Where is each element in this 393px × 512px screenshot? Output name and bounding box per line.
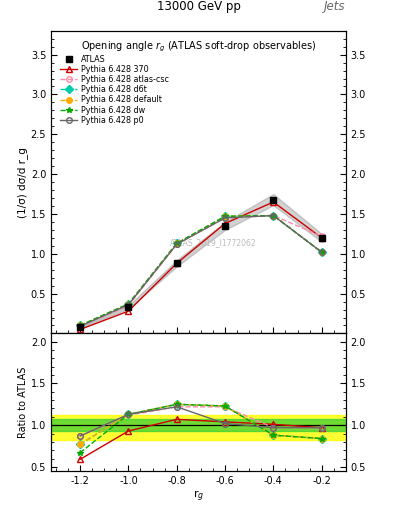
Pythia 6.428 atlas-csc [174, 241, 179, 247]
Line: Pythia 6.428 default: Pythia 6.428 default [77, 213, 325, 328]
Pythia 6.428 default [320, 249, 324, 255]
ATLAS [271, 197, 276, 203]
ATLAS [223, 223, 228, 229]
Pythia 6.428 p0 [78, 323, 83, 329]
Pythia 6.428 p0 [174, 241, 179, 247]
Pythia 6.428 default [271, 212, 276, 219]
Pythia 6.428 default [174, 240, 179, 246]
Pythia 6.428 370 [78, 326, 83, 332]
Pythia 6.428 atlas-csc [126, 303, 131, 309]
Pythia 6.428 dw [223, 214, 228, 220]
Pythia 6.428 default [126, 301, 131, 307]
Pythia 6.428 p0 [320, 249, 324, 255]
Y-axis label: Ratio to ATLAS: Ratio to ATLAS [18, 367, 28, 438]
Pythia 6.428 default [223, 214, 228, 220]
Pythia 6.428 d6t [320, 249, 324, 255]
Pythia 6.428 default [78, 323, 83, 329]
Pythia 6.428 370 [320, 235, 324, 241]
Line: Pythia 6.428 p0: Pythia 6.428 p0 [77, 213, 325, 329]
Pythia 6.428 d6t [174, 240, 179, 246]
ATLAS [174, 260, 179, 266]
Text: 13000 GeV pp: 13000 GeV pp [156, 0, 241, 13]
Pythia 6.428 dw [78, 323, 83, 329]
Pythia 6.428 d6t [126, 301, 131, 307]
Pythia 6.428 dw [320, 249, 324, 255]
Line: ATLAS: ATLAS [77, 197, 325, 330]
Pythia 6.428 370 [126, 308, 131, 314]
Bar [51, 415, 346, 440]
Pythia 6.428 370 [174, 260, 179, 266]
ATLAS [126, 304, 131, 310]
Pythia 6.428 d6t [223, 214, 228, 220]
ATLAS [320, 235, 324, 241]
Pythia 6.428 atlas-csc [271, 212, 276, 219]
Line: Pythia 6.428 dw: Pythia 6.428 dw [77, 213, 325, 328]
Pythia 6.428 atlas-csc [78, 323, 83, 329]
Pythia 6.428 atlas-csc [223, 215, 228, 221]
Pythia 6.428 d6t [271, 212, 276, 219]
Pythia 6.428 370 [271, 199, 276, 205]
Pythia 6.428 d6t [78, 323, 83, 329]
Text: mcplots.cern.ch [arXiv:1306.3436]: mcplots.cern.ch [arXiv:1306.3436] [392, 313, 393, 409]
Pythia 6.428 p0 [223, 215, 228, 221]
Pythia 6.428 p0 [271, 212, 276, 219]
Legend: ATLAS, Pythia 6.428 370, Pythia 6.428 atlas-csc, Pythia 6.428 d6t, Pythia 6.428 : ATLAS, Pythia 6.428 370, Pythia 6.428 at… [58, 53, 170, 126]
Y-axis label: (1/σ) dσ/d r_g: (1/σ) dσ/d r_g [17, 146, 28, 218]
Bar [51, 419, 346, 431]
Pythia 6.428 p0 [126, 302, 131, 308]
Text: ATLAS_2019_I1772062: ATLAS_2019_I1772062 [170, 238, 257, 247]
Pythia 6.428 370 [223, 221, 228, 227]
X-axis label: r$_g$: r$_g$ [193, 488, 204, 504]
Line: Pythia 6.428 d6t: Pythia 6.428 d6t [77, 213, 325, 328]
Pythia 6.428 atlas-csc [320, 233, 324, 239]
ATLAS [78, 324, 83, 330]
Pythia 6.428 dw [126, 301, 131, 307]
Text: Rivet 3.1.10, ≥ 2.6M events: Rivet 3.1.10, ≥ 2.6M events [392, 102, 393, 179]
Pythia 6.428 dw [271, 212, 276, 219]
Text: Opening angle $r_g$ (ATLAS soft-drop observables): Opening angle $r_g$ (ATLAS soft-drop obs… [81, 40, 316, 54]
Line: Pythia 6.428 atlas-csc: Pythia 6.428 atlas-csc [77, 213, 325, 329]
Text: Jets: Jets [324, 0, 346, 13]
Pythia 6.428 dw [174, 240, 179, 246]
Line: Pythia 6.428 370: Pythia 6.428 370 [77, 199, 325, 332]
